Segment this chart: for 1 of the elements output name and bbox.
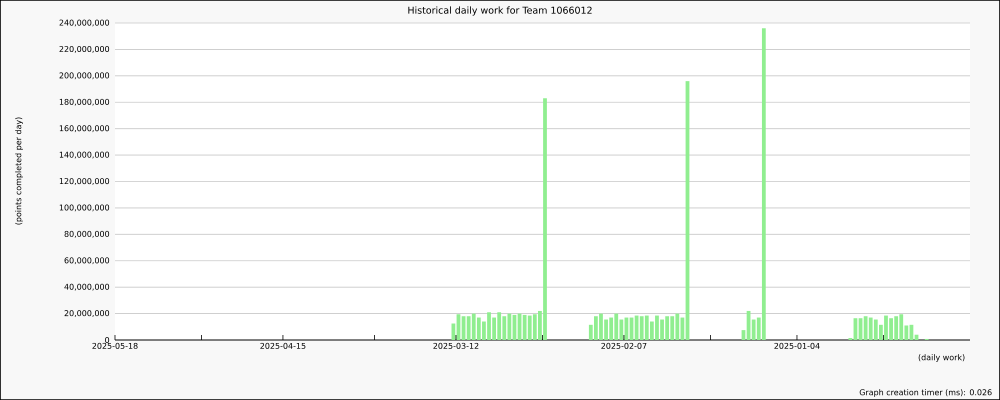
chart-title: Historical daily work for Team 1066012: [408, 6, 592, 16]
